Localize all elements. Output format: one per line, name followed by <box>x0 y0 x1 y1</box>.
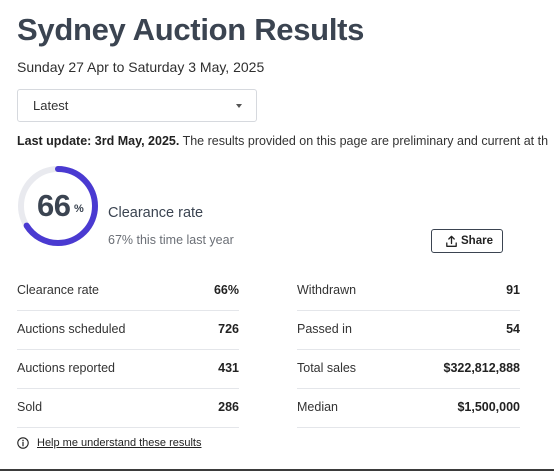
stat-row-auctions-reported: Auctions reported 431 <box>17 350 239 389</box>
stat-value: 54 <box>506 322 520 336</box>
stat-row-withdrawn: Withdrawn 91 <box>297 272 520 311</box>
page-title: Sydney Auction Results <box>17 12 365 47</box>
stat-value: 726 <box>218 322 239 336</box>
stat-value: $1,500,000 <box>457 400 520 414</box>
stat-row-total-sales: Total sales $322,812,888 <box>297 350 520 389</box>
gauge-progress-arc <box>18 166 98 246</box>
gauge-ring <box>18 166 98 246</box>
stat-label: Auctions reported <box>17 361 115 375</box>
help-link-label: Help me understand these results <box>37 437 202 449</box>
clearance-last-year: 67% this time last year <box>108 233 234 247</box>
info-icon <box>17 437 29 449</box>
stat-row-passed-in: Passed in 54 <box>297 311 520 350</box>
bottom-divider <box>0 469 554 471</box>
stat-value: 66% <box>213 283 239 297</box>
stat-label: Total sales <box>297 361 357 375</box>
stat-row-median: Median $1,500,000 <box>297 389 520 428</box>
stat-label: Auctions scheduled <box>17 322 126 336</box>
stat-row-sold: Sold 286 <box>17 389 239 428</box>
stat-label: Sold <box>17 400 43 414</box>
share-icon <box>446 235 457 247</box>
clearance-rate-gauge: 66 % <box>16 164 100 248</box>
clearance-rate-label: Clearance rate <box>108 205 204 221</box>
period-select[interactable]: Latest <box>17 89 257 122</box>
stat-label: Clearance rate <box>17 283 99 297</box>
gauge-value: 66 <box>37 188 71 223</box>
stat-label: Withdrawn <box>297 283 357 297</box>
stat-row-auctions-scheduled: Auctions scheduled 726 <box>17 311 239 350</box>
share-label: Share <box>461 235 493 247</box>
period-select-value: Latest <box>33 98 69 113</box>
date-range: Sunday 27 Apr to Saturday 3 May, 2025 <box>17 59 265 75</box>
last-update-notice: Last update: 3rd May, 2025. The results … <box>17 134 554 148</box>
gauge-unit: % <box>74 203 84 215</box>
stat-value: $322,812,888 <box>443 361 520 375</box>
stat-label: Median <box>297 400 338 414</box>
last-update-date: Last update: 3rd May, 2025. <box>17 134 180 148</box>
caret-down-icon <box>236 104 242 108</box>
stat-value: 431 <box>218 361 239 375</box>
share-button[interactable]: Share <box>431 229 503 253</box>
stat-value: 286 <box>218 400 239 414</box>
stat-label: Passed in <box>297 322 352 336</box>
stat-row-clearance-rate: Clearance rate 66% <box>17 272 239 311</box>
stat-value: 91 <box>506 283 520 297</box>
last-update-text: The results provided on this page are pr… <box>179 134 549 148</box>
